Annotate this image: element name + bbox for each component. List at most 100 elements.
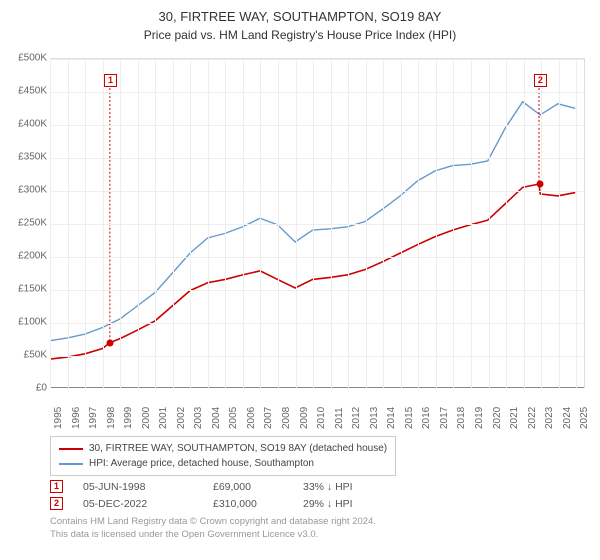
gridline-h [50, 290, 584, 291]
gridline-h [50, 323, 584, 324]
gridline-v [418, 59, 419, 388]
legend-label: HPI: Average price, detached house, Sout… [89, 456, 314, 471]
gridline-v [576, 59, 577, 388]
gridline-v [155, 59, 156, 388]
chart-legend: 30, FIRTREE WAY, SOUTHAMPTON, SO19 8AY (… [50, 436, 396, 476]
x-tick-label: 2025 [579, 407, 590, 429]
legend-swatch [59, 463, 83, 465]
gridline-v [260, 59, 261, 388]
sale-marker-box: 1 [104, 74, 117, 87]
x-tick-label: 2008 [281, 407, 292, 429]
gridline-v [243, 59, 244, 388]
chart-footer: 1 05-JUN-1998£69,00033% ↓ HPI 2 05-DEC-2022… [50, 480, 585, 542]
gridline-v [103, 59, 104, 388]
footnote-line: This data is licensed under the Open Gov… [50, 529, 585, 542]
x-tick-label: 2006 [246, 407, 257, 429]
gridline-v [296, 59, 297, 388]
gridline-h [50, 158, 584, 159]
transaction-pct: 33% ↓ HPI [303, 481, 413, 493]
transaction-row: 2 05-DEC-2022£310,00029% ↓ HPI [50, 497, 585, 510]
y-tick-label: £450K [0, 86, 47, 97]
x-tick-label: 1998 [106, 407, 117, 429]
footnote: Contains HM Land Registry data © Crown c… [50, 516, 585, 542]
x-tick-label: 2011 [334, 407, 345, 429]
x-tick-label: 2013 [369, 407, 380, 429]
x-tick-label: 2002 [176, 407, 187, 429]
x-tick-label: 2023 [544, 407, 555, 429]
x-tick-label: 2022 [527, 407, 538, 429]
gridline-v [138, 59, 139, 388]
x-tick-label: 2003 [193, 407, 204, 429]
plot-area: 12 [50, 58, 585, 388]
gridline-v [506, 59, 507, 388]
gridline-v [85, 59, 86, 388]
transaction-date: 05-DEC-2022 [83, 498, 213, 510]
gridline-v [68, 59, 69, 388]
x-tick-label: 2009 [299, 407, 310, 429]
gridline-v [225, 59, 226, 388]
transaction-date: 05-JUN-1998 [83, 481, 213, 493]
gridline-v [383, 59, 384, 388]
x-tick-label: 1995 [53, 407, 64, 429]
chart-title: 30, FIRTREE WAY, SOUTHAMPTON, SO19 8AY [0, 0, 600, 26]
legend-item: 30, FIRTREE WAY, SOUTHAMPTON, SO19 8AY (… [59, 441, 387, 456]
y-tick-label: £400K [0, 119, 47, 130]
y-tick-label: £300K [0, 185, 47, 196]
transaction-id-box: 2 [50, 497, 63, 510]
gridline-v [208, 59, 209, 388]
x-tick-label: 2015 [404, 407, 415, 429]
gridline-v [313, 59, 314, 388]
x-tick-label: 1997 [88, 407, 99, 429]
chart-container: 30, FIRTREE WAY, SOUTHAMPTON, SO19 8AY P… [0, 0, 600, 560]
x-tick-label: 2000 [141, 407, 152, 429]
transaction-price: £69,000 [213, 481, 303, 493]
transaction-pct: 29% ↓ HPI [303, 498, 413, 510]
gridline-v [173, 59, 174, 388]
legend-label: 30, FIRTREE WAY, SOUTHAMPTON, SO19 8AY (… [89, 441, 387, 456]
gridline-v [331, 59, 332, 388]
gridline-h [50, 125, 584, 126]
x-tick-label: 2014 [386, 407, 397, 429]
transaction-price: £310,000 [213, 498, 303, 510]
gridline-v [436, 59, 437, 388]
x-tick-label: 2016 [421, 407, 432, 429]
sale-point-dot [536, 181, 543, 188]
y-tick-label: £0 [0, 383, 47, 394]
gridline-v [489, 59, 490, 388]
x-tick-label: 2001 [158, 407, 169, 429]
y-tick-label: £250K [0, 218, 47, 229]
x-tick-label: 1996 [71, 407, 82, 429]
gridline-v [401, 59, 402, 388]
x-tick-label: 2018 [456, 407, 467, 429]
x-tick-label: 2017 [439, 407, 450, 429]
gridline-h [50, 257, 584, 258]
gridline-h [50, 59, 584, 60]
gridline-v [524, 59, 525, 388]
x-tick-label: 1999 [123, 407, 134, 429]
x-tick-label: 2005 [228, 407, 239, 429]
gridline-h [50, 92, 584, 93]
sale-point-dot [106, 340, 113, 347]
x-tick-label: 2021 [509, 407, 520, 429]
y-tick-label: £50K [0, 350, 47, 361]
y-tick-label: £500K [0, 53, 47, 64]
legend-item: HPI: Average price, detached house, Sout… [59, 456, 387, 471]
gridline-v [471, 59, 472, 388]
gridline-h [50, 356, 584, 357]
gridline-v [120, 59, 121, 388]
gridline-v [348, 59, 349, 388]
gridline-h [50, 191, 584, 192]
gridline-v [50, 59, 51, 388]
gridline-v [366, 59, 367, 388]
transaction-id-box: 1 [50, 480, 63, 493]
y-tick-label: £100K [0, 317, 47, 328]
x-tick-label: 2024 [562, 407, 573, 429]
gridline-v [278, 59, 279, 388]
sale-marker-box: 2 [534, 74, 547, 87]
gridline-v [541, 59, 542, 388]
gridline-v [559, 59, 560, 388]
y-tick-label: £350K [0, 152, 47, 163]
x-tick-label: 2020 [492, 407, 503, 429]
x-tick-label: 2019 [474, 407, 485, 429]
gridline-v [453, 59, 454, 388]
